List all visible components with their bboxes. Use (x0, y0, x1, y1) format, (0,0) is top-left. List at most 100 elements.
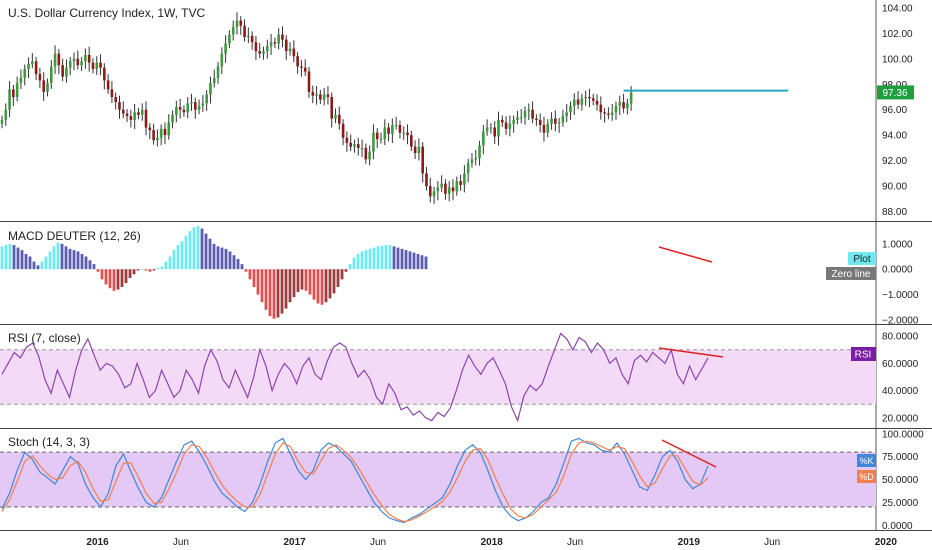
candle-body-12 (46, 82, 49, 92)
macd-pane[interactable]: 1.0000 0.0000 −1.0000 −2.0000 Plot Zero line (0, 226, 919, 327)
candle-body-50 (190, 102, 193, 104)
macd-bar-94 (376, 246, 380, 270)
candle-body-144 (546, 123, 550, 133)
rsi-pane[interactable]: 80.0000 60.0000 40.0000 20.0000 RSI (0, 332, 919, 425)
candle-body-156 (591, 98, 595, 101)
rsi-band (0, 349, 876, 405)
candle-body-114 (432, 191, 436, 197)
candle-body-87 (330, 96, 334, 119)
candle-body-98 (372, 132, 375, 152)
macd-legend-zero-tag (826, 267, 876, 280)
candle-body-120 (455, 181, 459, 192)
stoch-pane[interactable]: 100.0000 75.0000 50.0000 25.0000 0.0000 %K %D (0, 429, 924, 532)
stoch-band (0, 452, 876, 507)
candle-body-89 (338, 114, 341, 124)
macd-bar-5 (20, 250, 24, 270)
price-pane-title: U.S. Dollar Currency Index, 1W, TVC (8, 6, 206, 20)
candle-body-77 (292, 48, 296, 57)
candle-body-46 (175, 107, 178, 115)
candle-body-9 (34, 61, 38, 75)
macd-bar-39 (156, 267, 160, 270)
candle-body-133 (504, 122, 508, 129)
candle-body-100 (379, 139, 383, 141)
macd-bar-15 (60, 243, 64, 270)
macd-bar-81 (324, 269, 328, 303)
last-price-tag (877, 85, 914, 100)
candle-body-24 (91, 62, 95, 69)
x-tick-6: 2019 (678, 537, 701, 548)
macd-bar-14 (56, 242, 60, 270)
macd-bar-56 (224, 248, 228, 270)
candle-body-69 (262, 51, 265, 54)
candle-body-11 (42, 80, 45, 92)
stoch-divergence-line (661, 439, 717, 468)
candle-body-80 (303, 67, 307, 72)
candle-body-27 (103, 67, 106, 81)
macd-bar-46 (184, 236, 188, 270)
candle-body-36 (137, 112, 140, 115)
candle-body-48 (182, 109, 186, 113)
macd-bar-22 (88, 260, 92, 270)
candle-body-59 (224, 43, 227, 54)
macd-bar-36 (144, 269, 148, 271)
candle-body-34 (129, 116, 133, 120)
macd-bar-90 (360, 251, 364, 270)
candle-body-138 (523, 111, 527, 118)
candle-body-63 (239, 20, 243, 26)
candle-body-162 (614, 105, 618, 113)
candle-body-72 (273, 42, 277, 44)
candle-body-105 (398, 125, 402, 133)
macd-bar-78 (312, 269, 316, 300)
macd-ytick-3: −2.0000 (882, 316, 919, 327)
macd-bar-92 (368, 248, 372, 270)
price-pane[interactable]: 104.00 102.00 100.00 98.00 96.00 94.00 92.00 90… (0, 3, 914, 218)
macd-bar-99 (396, 247, 400, 270)
candle-body-66 (250, 35, 254, 43)
candle-body-79 (300, 66, 303, 68)
x-axis: 2016 Jun 2017 Jun 2018 Jun 2019 Jun 2020 (86, 537, 897, 548)
x-tick-3: Jun (370, 537, 386, 548)
macd-bar-30 (120, 269, 124, 287)
x-tick-8: 2020 (875, 537, 898, 548)
macd-ytick-1: 0.0000 (882, 265, 913, 276)
macd-bar-47 (188, 231, 192, 270)
macd-bar-82 (328, 269, 332, 299)
candle-body-13 (49, 66, 53, 83)
candle-body-129 (489, 127, 493, 129)
macd-bar-102 (408, 251, 412, 270)
candle-body-128 (485, 127, 489, 132)
candle-body-49 (186, 103, 190, 113)
macd-bar-63 (252, 269, 256, 287)
candle-body-111 (421, 146, 424, 174)
macd-bar-64 (256, 269, 260, 295)
macd-bar-43 (172, 250, 176, 270)
macd-bar-74 (296, 269, 300, 293)
candle-body-22 (84, 54, 87, 62)
candle-body-127 (482, 131, 485, 146)
candle-body-91 (345, 137, 349, 143)
price-ytick-0: 104.00 (882, 3, 913, 14)
candle-body-53 (201, 103, 205, 106)
candle-body-65 (247, 35, 250, 38)
candle-body-73 (277, 34, 280, 44)
rsi-pane-title: RSI (7, close) (8, 331, 81, 345)
macd-bar-55 (220, 247, 224, 270)
candle-body-3 (12, 89, 15, 97)
stoch-ytick-4: 0.0000 (882, 521, 913, 532)
candle-body-2 (8, 89, 11, 110)
macd-bar-57 (228, 251, 232, 270)
candle-body-38 (144, 109, 148, 128)
price-ytick-3: 98.00 (882, 80, 907, 91)
macd-bar-48 (192, 227, 196, 270)
candle-body-67 (254, 42, 258, 52)
macd-bar-26 (104, 269, 108, 285)
candle-body-76 (288, 48, 292, 52)
macd-bar-16 (64, 246, 68, 270)
macd-bar-40 (160, 266, 164, 270)
candle-body-7 (27, 63, 30, 69)
candle-body-152 (576, 99, 580, 105)
macd-bar-53 (212, 243, 216, 270)
candle-body-132 (500, 119, 504, 123)
candle-body-136 (516, 117, 519, 120)
candle-body-82 (311, 91, 315, 96)
